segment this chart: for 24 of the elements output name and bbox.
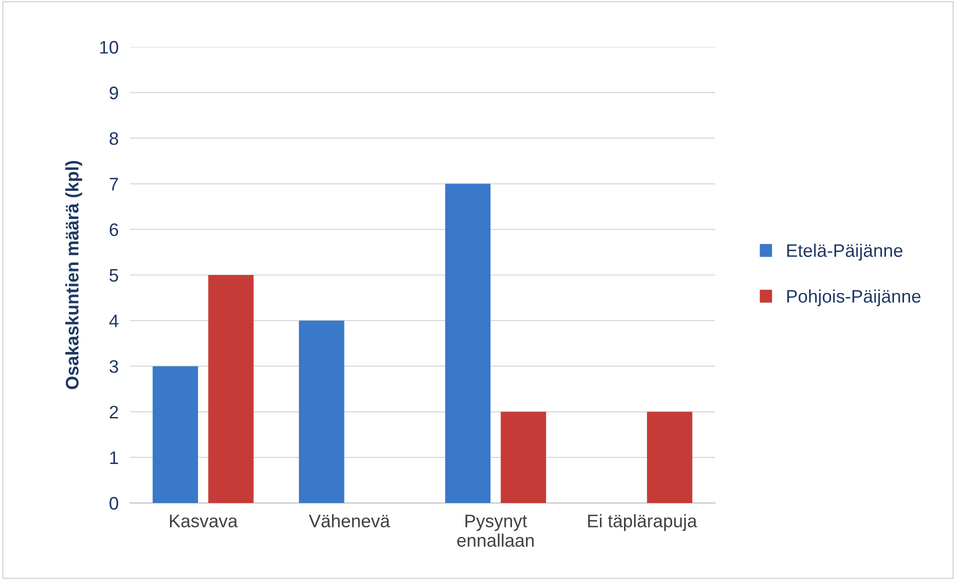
x-tick-label: Pysynyt ennallaan	[457, 514, 534, 547]
y-tick-label: 6	[110, 223, 118, 236]
y-axis-title: Osakaskuntien määrä (kpl)	[65, 160, 82, 390]
y-tick-label: 7	[110, 178, 118, 190]
x-tick-label: Ei täplärapuja	[588, 514, 698, 531]
bar	[445, 184, 491, 503]
y-tick-label: 1	[110, 452, 118, 464]
y-tick-label: 9	[110, 86, 118, 100]
x-tick-label: Vähenevä	[308, 514, 390, 528]
y-tick-label: 0	[110, 496, 118, 510]
bar	[298, 320, 344, 503]
bar	[208, 275, 254, 503]
x-tick-label: Kasvava	[170, 514, 238, 528]
legend-label: Pohjois-Päijänne	[787, 289, 920, 306]
y-tick-label: 3	[110, 360, 118, 373]
y-tick-label: 2	[110, 406, 118, 418]
y-tick-label: 4	[109, 314, 118, 328]
y-tick-label: 8	[110, 132, 118, 145]
legend-label: Etelä-Päijänne	[787, 244, 902, 261]
y-tick-label: 5	[110, 269, 118, 282]
bar	[500, 412, 546, 503]
bar	[646, 412, 692, 503]
y-tick-label: 10	[100, 40, 118, 54]
bar	[152, 366, 198, 503]
